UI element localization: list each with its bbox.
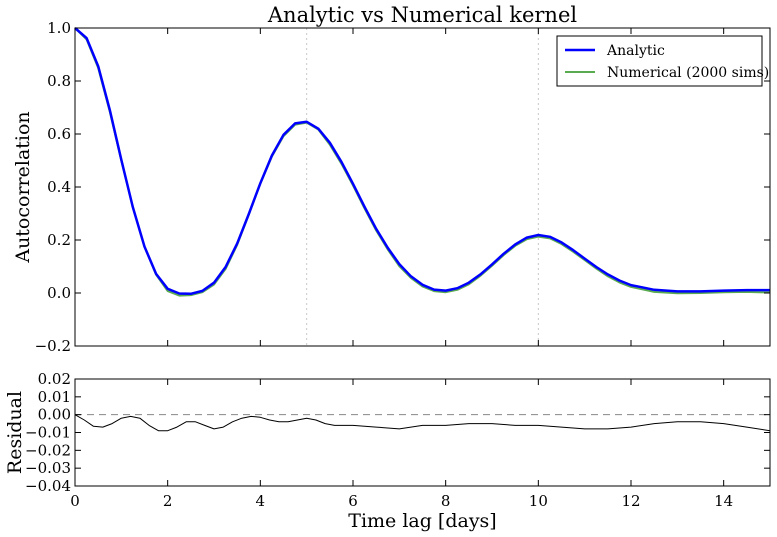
chart-title: Analytic vs Numerical kernel (267, 3, 578, 27)
top-x-ticks (74, 28, 725, 346)
top-y-tick-label: −0.2 (35, 337, 71, 355)
series-line-residual (74, 414, 771, 432)
top-y-ticks: −0.2 0.0 0.2 0.4 0.6 0.8 1.0 (35, 19, 770, 355)
bottom-y-tick-label: −0.01 (25, 424, 71, 442)
top-y-tick-label: 0.8 (47, 72, 71, 90)
top-y-tick-label: 1.0 (47, 19, 71, 37)
bottom-y-tick-label: −0.03 (25, 459, 71, 477)
bottom-x-tick-label: 12 (621, 492, 640, 510)
bottom-y-tick-label: 0.00 (38, 406, 71, 424)
legend: Analytic Numerical (2000 sims) (556, 35, 769, 87)
bottom-x-tick-label: 2 (163, 492, 173, 510)
top-y-tick-label: 0.0 (47, 284, 71, 302)
bottom-axes-frame (74, 378, 771, 487)
top-y-axis-label: Autocorrelation (12, 111, 34, 263)
bottom-x-tick-label: 6 (348, 492, 358, 510)
bottom-y-tick-label: 0.01 (38, 388, 71, 406)
top-y-tick-label: 0.2 (47, 231, 71, 249)
top-vertical-guides (306, 28, 539, 346)
legend-box (556, 35, 763, 87)
legend-label-analytic: Analytic (606, 43, 665, 59)
bottom-y-tick-label: −0.02 (25, 441, 71, 459)
x-axis-label: Time lag [days] (348, 510, 496, 532)
bottom-y-tick-label: −0.04 (25, 477, 71, 495)
bottom-x-tick-label: 4 (256, 492, 266, 510)
bottom-x-tick-label: 10 (529, 492, 548, 510)
top-series-lines (74, 27, 771, 297)
bottom-y-tick-label: 0.02 (38, 370, 71, 388)
bottom-y-ticks: −0.04−0.03−0.02−0.010.000.010.02 (25, 370, 770, 495)
top-axes: Analytic vs Numerical kernel −0.2 0.0 0.2 0… (12, 3, 771, 355)
bottom-x-tick-label: 14 (714, 492, 733, 510)
bottom-series-lines (74, 414, 771, 432)
top-y-tick-label: 0.6 (47, 125, 71, 143)
series-line-analytic (74, 27, 770, 296)
legend-label-numerical: Numerical (2000 sims) (607, 65, 769, 81)
top-y-tick-label: 0.4 (47, 178, 71, 196)
bottom-axes: −0.04−0.03−0.02−0.010.000.010.02 0 2 4 6 8 10… (4, 370, 771, 532)
bottom-y-axis-label: Residual (4, 391, 26, 474)
bottom-x-tick-label: 0 (70, 492, 80, 510)
bottom-x-ticks: 0 2 4 6 8 10 12 14 (70, 379, 733, 510)
bottom-x-tick-label: 8 (441, 492, 451, 510)
